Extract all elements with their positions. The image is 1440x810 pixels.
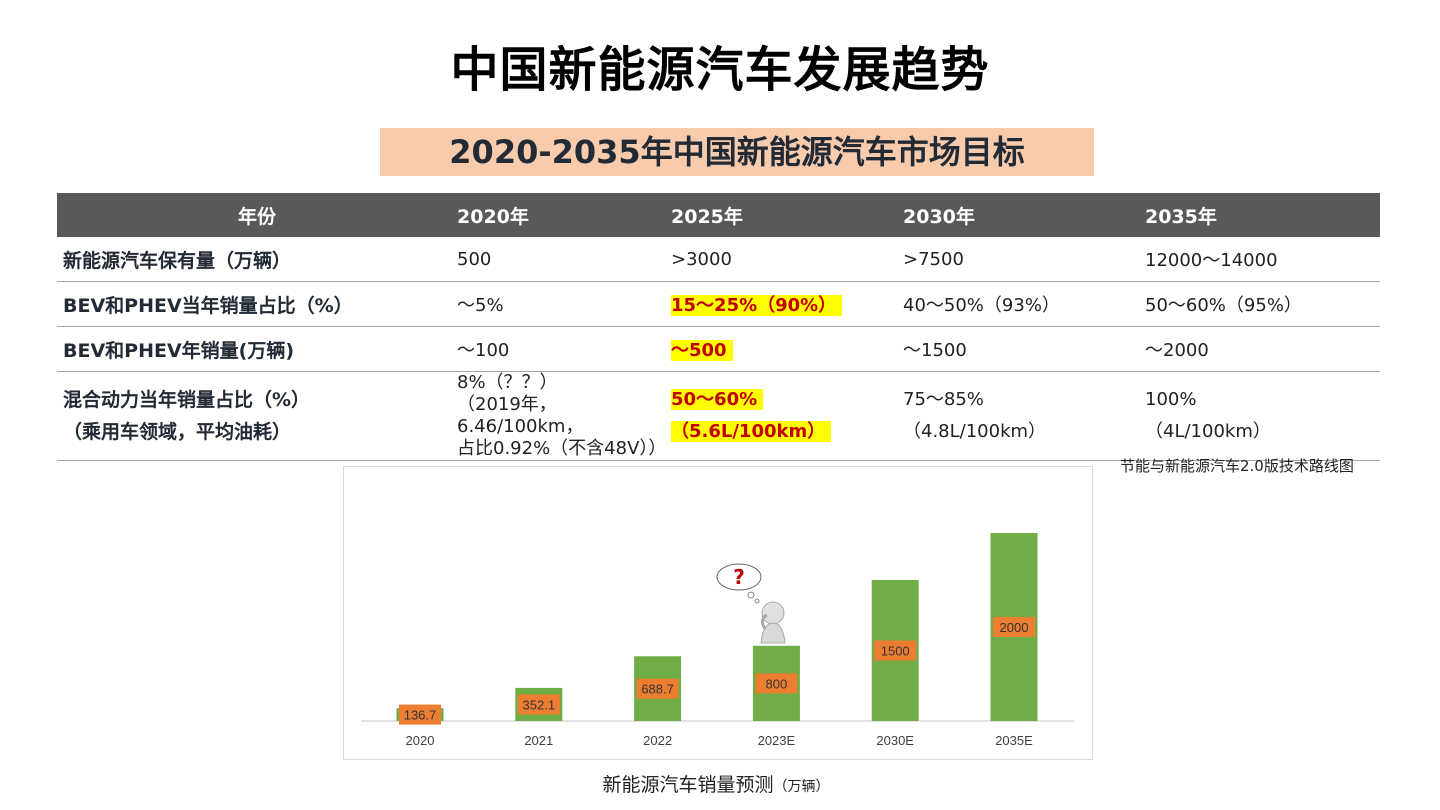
header-2025: 2025年 [665, 193, 897, 237]
data-label-bg [874, 640, 917, 661]
table-row: BEV和PHEV年销量(万辆) ～100 ～500 ～1500 ～2000 [57, 326, 1380, 372]
header-2035: 2035年 [1139, 193, 1380, 237]
row-label-annual-sales: BEV和PHEV年销量(万辆) [57, 326, 451, 372]
data-label: 688.7 [641, 682, 674, 697]
data-label: 800 [766, 676, 788, 691]
x-tick-label: 2023E [758, 733, 796, 748]
table-cell: 50～60% （5.6L/100km） [665, 371, 897, 461]
table-row: 新能源汽车保有量（万辆） 500 >3000 >7500 12000～14000 [57, 237, 1380, 282]
cell-line: 100% [1145, 389, 1197, 410]
row-label-line: 混合动力当年销量占比（%） [63, 389, 311, 411]
table-cell: ～1500 [897, 326, 1139, 372]
table-row: BEV和PHEV当年销量占比（%） ～5% 15～25%（90%） 40～50%… [57, 281, 1380, 327]
highlighted-value: 15～25%（90%） [671, 295, 843, 316]
x-tick-label: 2021 [524, 733, 553, 748]
x-tick-label: 2022 [643, 733, 672, 748]
x-tick-label: 2020 [406, 733, 435, 748]
cell-line: 占比0.92%（不含48V）） [457, 438, 667, 459]
highlighted-value: ～500 [671, 340, 733, 361]
chart-caption-title: 新能源汽车销量预测 [602, 774, 774, 796]
cell-line: （4.8L/100km） [903, 421, 1047, 442]
thinking-person-icon: ? [716, 563, 786, 644]
page-title: 中国新能源汽车发展趋势 [450, 42, 990, 98]
table-cell: ～5% [451, 281, 665, 327]
table-title-banner: 2020-2035年中国新能源汽车市场目标 [380, 128, 1094, 176]
table-cell: 500 [451, 237, 665, 282]
data-label-bg [517, 694, 560, 715]
row-label-hybrid-share: 混合动力当年销量占比（%） （乘用车领域，平均油耗） [57, 371, 451, 461]
table-cell: 50～60%（95%） [1139, 281, 1380, 327]
table-cell: 75～85% （4.8L/100km） [897, 371, 1139, 461]
data-label-bg [636, 678, 679, 699]
highlighted-value: （5.6L/100km） [671, 421, 832, 442]
data-label: 136.7 [404, 708, 437, 723]
source-note: 节能与新能源汽车2.0版技术路线图 [1120, 457, 1354, 475]
table-cell: 12000～14000 [1139, 237, 1380, 282]
cell-line: （2019年，6.46/100km， [457, 394, 584, 437]
highlighted-value: 50～60% [671, 389, 764, 410]
header-2020: 2020年 [451, 193, 665, 237]
data-label-bg [755, 673, 798, 694]
svg-text:?: ? [733, 565, 745, 589]
table-cell: ～100 [451, 326, 665, 372]
data-label: 2000 [1000, 620, 1029, 635]
chart-caption: 新能源汽车销量预测（万辆） [0, 770, 1432, 797]
x-tick-label: 2035E [995, 733, 1033, 748]
x-tick-label: 2030E [876, 733, 914, 748]
table-row: 混合动力当年销量占比（%） （乘用车领域，平均油耗） 8%（？？） （2019年… [57, 371, 1380, 461]
data-label: 1500 [881, 644, 910, 659]
cell-line: 8%（？？） [457, 372, 558, 393]
chart-caption-unit: （万辆） [773, 779, 830, 795]
table-cell: ～500 [665, 326, 897, 372]
market-target-table: 年份 2020年 2025年 2030年 2035年 新能源汽车保有量（万辆） … [57, 193, 1380, 461]
data-label-bg [993, 617, 1035, 637]
table-cell: 8%（？？） （2019年，6.46/100km， 占比0.92%（不含48V）… [451, 371, 667, 461]
row-label-sales-share: BEV和PHEV当年销量占比（%） [57, 281, 451, 327]
data-label-bg [399, 704, 441, 725]
table-cell: >3000 [665, 237, 897, 282]
table-cell: 40～50%（93%） [897, 281, 1139, 327]
table-cell: 15～25%（90%） [665, 281, 897, 327]
table-cell: 100% （4L/100km） [1139, 371, 1380, 461]
table-cell: >7500 [897, 237, 1139, 282]
row-label-ownership: 新能源汽车保有量（万辆） [57, 237, 451, 282]
cell-line: （4L/100km） [1145, 421, 1271, 442]
cell-line: 75～85% [903, 389, 984, 410]
header-2030: 2030年 [897, 193, 1139, 237]
row-label-line: （乘用车领域，平均油耗） [63, 421, 292, 443]
header-year: 年份 [57, 193, 451, 237]
chart-svg: 136.7 2020 352.1 2021 688.7 2022 800 2023E 1500 2… [361, 533, 1074, 748]
table-header-row: 年份 2020年 2025年 2030年 2035年 [57, 193, 1380, 237]
data-label: 352.1 [523, 697, 556, 712]
table-cell: ～2000 [1139, 326, 1380, 372]
sales-forecast-chart: 136.7 2020 352.1 2021 688.7 2022 800 2023E 1500 2… [343, 466, 1093, 760]
